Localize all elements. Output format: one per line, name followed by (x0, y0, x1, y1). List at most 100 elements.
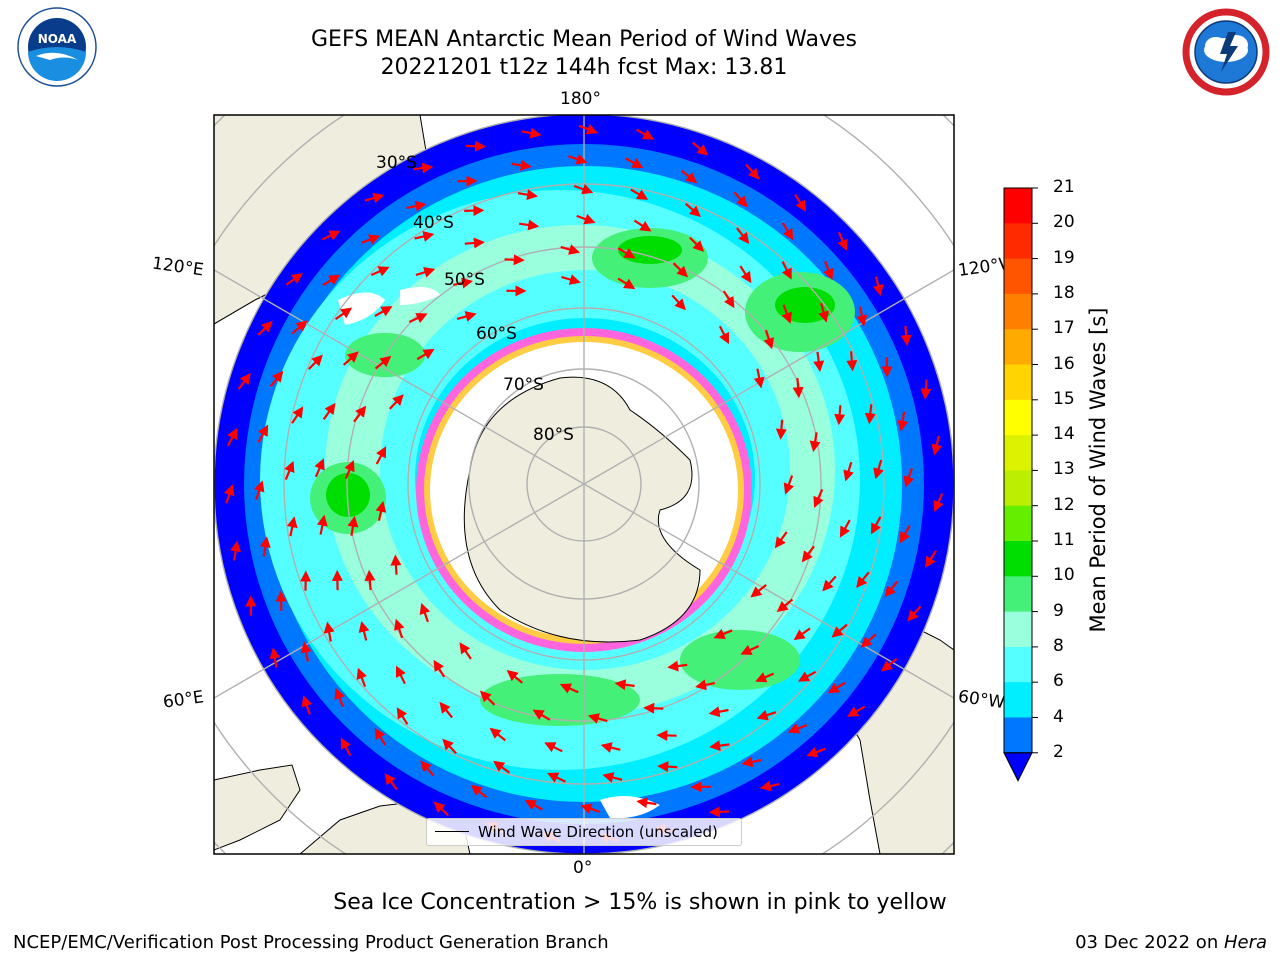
noaa-logo-text: NOAA (38, 32, 77, 46)
wind-wave-arrow (733, 191, 748, 208)
wind-wave-arrow (230, 540, 241, 561)
wind-wave-arrow (580, 803, 600, 815)
colorbar-tick-label: 4 (1053, 706, 1064, 727)
sea-ice-caption: Sea Ice Concentration > 15% is shown in … (333, 890, 947, 915)
wind-wave-arrow (736, 227, 750, 245)
wind-wave-arrow (680, 169, 698, 184)
wind-wave-arrow (524, 799, 543, 811)
wind-wave-arrow (259, 536, 271, 557)
wind-wave-arrow (602, 772, 623, 783)
wind-wave-arrow (253, 480, 265, 500)
wind-wave-arrow (837, 231, 848, 251)
wind-wave-arrow (870, 516, 882, 535)
wind-wave-arrow (396, 707, 409, 725)
wind-wave-arrow (739, 265, 752, 284)
colorbar-band (1004, 188, 1032, 224)
wind-wave-arrow (321, 230, 341, 241)
wind-wave-arrow (755, 672, 775, 683)
colorbar-tick-label: 14 (1053, 424, 1075, 445)
wind-wave-arrow (776, 598, 794, 613)
lon-label-180: 180° (560, 89, 601, 109)
colorbar-tick-label: 6 (1053, 671, 1064, 692)
wind-wave-arrow (617, 247, 636, 259)
wind-wave-arrow (456, 311, 477, 322)
colorbar-band (1004, 576, 1032, 613)
wind-wave-arrow (413, 162, 434, 174)
colorbar-tick-label: 10 (1053, 565, 1075, 586)
wind-wave-arrow (713, 628, 733, 639)
wind-wave-arrow (792, 378, 804, 399)
wind-wave-arrow (741, 756, 762, 768)
wind-wave-arrow (576, 213, 596, 225)
wind-wave-arrow (801, 545, 815, 563)
wind-wave-arrow (374, 306, 393, 317)
colorbar-band (1004, 364, 1032, 401)
wind-wave-arrow (774, 531, 788, 549)
wind-wave-arrow (806, 746, 826, 758)
wind-wave-arrow (614, 679, 635, 691)
colorbar-tick-label: 19 (1053, 247, 1075, 268)
wind-wave-arrow (756, 709, 777, 721)
wind-wave-arrow (708, 806, 729, 818)
wind-wave-arrow (818, 302, 829, 323)
wind-wave-arrow (519, 219, 540, 231)
wind-wave-arrow (374, 727, 387, 746)
wind-wave-arrow (316, 514, 328, 535)
lat-label-60s: 60°S (476, 324, 517, 344)
map-subtitle: 20221201 t12z 144h fcst Max: 13.81 (380, 55, 788, 80)
wind-wave-arrow (390, 554, 402, 575)
wind-wave-arrow (920, 379, 932, 400)
wind-wave-arrow (722, 290, 735, 309)
wind-wave-arrow (657, 761, 678, 773)
wind-wave-arrow (340, 737, 352, 756)
map-title: GEFS MEAN Antarctic Mean Period of Wind … (311, 27, 857, 52)
wind-wave-arrow (459, 642, 472, 660)
wind-wave-arrow (416, 348, 435, 361)
wind-wave-arrow (374, 355, 392, 370)
lat-label-40s: 40°S (413, 213, 454, 233)
wind-wave-arrow (600, 742, 621, 753)
wind-wave-arrow (617, 277, 636, 290)
wind-wave-arrow (775, 419, 787, 440)
wind-wave-arrow (237, 372, 251, 390)
wind-wave-arrow (636, 128, 655, 140)
colorbar-tick-label: 21 (1053, 177, 1075, 197)
noaa-logo: NOAA (17, 7, 97, 87)
wind-wave-arrow (900, 325, 912, 347)
wind-wave-arrow (822, 575, 837, 592)
wind-wave-arrow (504, 254, 525, 266)
wind-wave-arrow (846, 351, 858, 372)
wind-wave-arrow (406, 200, 427, 212)
wind-wave-arrow (797, 670, 817, 682)
colorbar-tick-label: 9 (1053, 600, 1064, 621)
nws-logo (1182, 8, 1270, 96)
wind-wave-arrow (860, 633, 877, 648)
wind-wave-arrow (831, 623, 848, 638)
colorbar (1003, 187, 1038, 782)
wind-wave-arrow (414, 231, 435, 242)
colorbar-band (1004, 541, 1032, 577)
wind-wave-arrow (745, 163, 760, 180)
colorbar-band (1004, 223, 1032, 260)
colorbar-band (1004, 682, 1032, 718)
footer-credit: NCEP/EMC/Verification Post Processing Pr… (13, 932, 609, 953)
wind-wave-arrow (334, 687, 345, 708)
wind-wave-arrow (903, 468, 915, 488)
wind-wave-arrow (452, 277, 473, 289)
colorbar-band (1004, 717, 1032, 754)
colorbar-tick-label: 2 (1053, 741, 1064, 762)
wind-wave-arrow (517, 189, 538, 201)
lat-label-50s: 50°S (444, 270, 485, 290)
graticule (214, 115, 954, 854)
wind-wave-arrow (630, 188, 649, 200)
wind-wave-arrow (783, 475, 795, 495)
wind-wave-arrow (347, 515, 359, 536)
wind-wave-arrow (559, 683, 579, 694)
wind-wave-arrow (269, 647, 281, 668)
colorbar-tick-label: 16 (1053, 353, 1075, 374)
colorbar-band (1004, 646, 1032, 683)
wind-wave-arrow (718, 325, 729, 345)
wind-wave-arrow (521, 127, 542, 139)
wind-wave-arrow (464, 205, 485, 217)
